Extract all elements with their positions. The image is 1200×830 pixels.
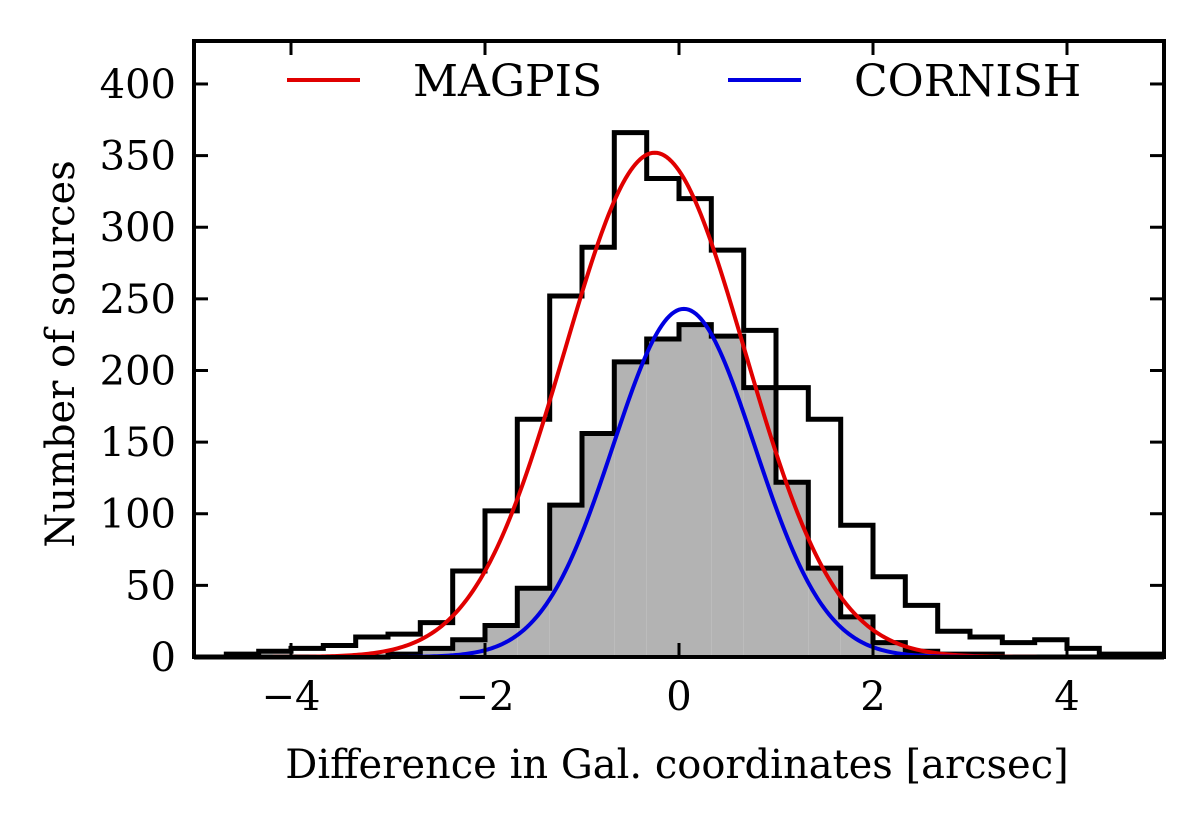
y-tick-label: 250 (100, 277, 176, 323)
y-tick-label: 150 (100, 420, 176, 466)
x-tick-labels: −4 −2 0 2 4 (262, 674, 1080, 720)
y-tick-label: 0 (151, 635, 176, 681)
hist-bar-cornish-20 (840, 616, 873, 657)
hist-bar-cornish-16 (711, 336, 744, 657)
filled-histogram-layer (388, 324, 1003, 657)
x-axis-title: Difference in Gal. coordinates [arcsec] (285, 742, 1068, 788)
x-tick-label: 0 (666, 674, 691, 720)
axis-ticks (194, 41, 1164, 659)
y-tick-label: 200 (100, 348, 176, 394)
legend-label-cornish: CORNISH (854, 56, 1081, 107)
hist-step-magpis (194, 130, 1164, 660)
x-tick-label: −2 (456, 674, 515, 720)
x-tick-label: 2 (860, 674, 885, 720)
legend: MAGPIS CORNISH (287, 56, 1081, 107)
y-tick-labels: 0 50 100 150 200 250 300 350 400 (100, 62, 176, 681)
y-tick-label: 50 (125, 563, 176, 609)
hist-bar-cornish-7 (420, 648, 453, 657)
hist-bar-cornish-12 (582, 433, 615, 657)
hist-bar-cornish-14 (646, 338, 679, 657)
y-tick-label: 100 (100, 492, 176, 538)
hist-bar-cornish-19 (808, 568, 841, 657)
x-tick-label: 4 (1054, 674, 1079, 720)
hist-bar-cornish-13 (614, 361, 647, 657)
hist-bar-cornish-9 (485, 625, 518, 657)
x-tick-label: −4 (262, 674, 321, 720)
legend-label-magpis: MAGPIS (413, 56, 602, 107)
hist-bar-cornish-15 (679, 324, 712, 657)
y-tick-label: 350 (100, 134, 176, 180)
y-tick-label: 400 (100, 62, 176, 108)
y-axis-title: Number of sources (38, 160, 84, 548)
hist-bar-cornish-11 (549, 505, 582, 657)
y-tick-label: 300 (100, 205, 176, 251)
